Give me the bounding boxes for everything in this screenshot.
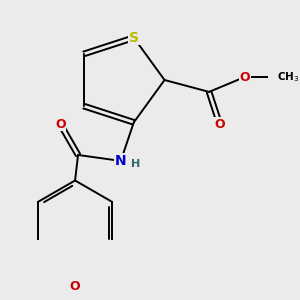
Text: O: O [239,70,250,83]
Text: O: O [214,118,225,131]
Text: CH$_3$: CH$_3$ [277,70,300,84]
Text: O: O [55,118,65,130]
Text: N: N [115,154,127,168]
Text: S: S [129,31,139,45]
Text: O: O [70,280,80,293]
Text: H: H [131,159,140,169]
